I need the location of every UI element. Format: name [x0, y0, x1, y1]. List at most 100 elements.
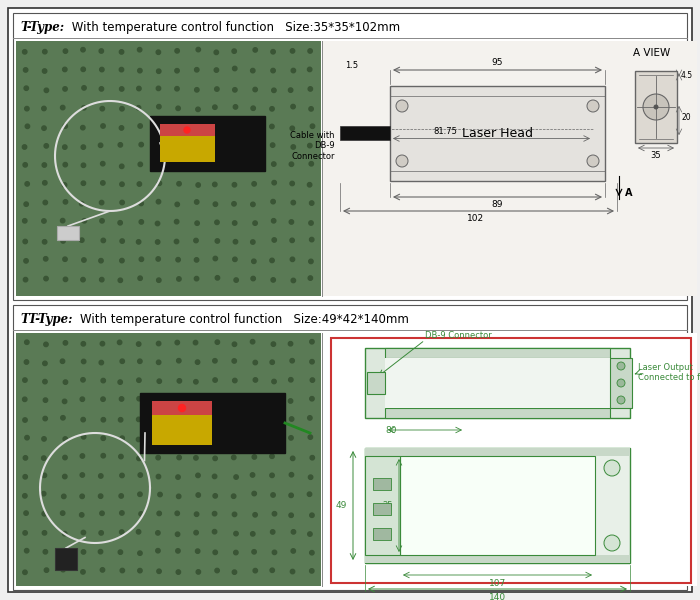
Circle shape — [308, 416, 312, 420]
Circle shape — [196, 47, 200, 52]
Circle shape — [587, 155, 599, 167]
Circle shape — [307, 143, 312, 148]
Bar — [152, 401, 212, 445]
Circle shape — [234, 397, 238, 401]
Circle shape — [215, 568, 219, 573]
Circle shape — [251, 202, 255, 206]
Circle shape — [63, 277, 68, 281]
Circle shape — [158, 143, 162, 147]
Circle shape — [232, 125, 236, 129]
Circle shape — [234, 550, 238, 555]
Circle shape — [176, 532, 180, 536]
Circle shape — [176, 162, 181, 166]
Circle shape — [42, 512, 46, 516]
Circle shape — [271, 68, 275, 73]
Text: 140: 140 — [489, 593, 506, 600]
Circle shape — [251, 532, 255, 536]
Circle shape — [81, 418, 85, 422]
Circle shape — [215, 220, 219, 224]
Circle shape — [81, 359, 86, 364]
Circle shape — [136, 106, 141, 110]
Circle shape — [288, 377, 293, 382]
Circle shape — [176, 106, 181, 110]
Circle shape — [81, 181, 85, 185]
Circle shape — [138, 359, 142, 364]
Circle shape — [101, 436, 106, 440]
Circle shape — [61, 568, 65, 572]
Circle shape — [25, 360, 29, 364]
Circle shape — [290, 257, 295, 262]
Circle shape — [120, 568, 125, 573]
Circle shape — [195, 200, 199, 204]
Circle shape — [253, 163, 257, 167]
Circle shape — [291, 200, 295, 205]
Circle shape — [25, 548, 29, 553]
Circle shape — [99, 49, 104, 53]
Circle shape — [290, 181, 295, 185]
Bar — [57, 226, 79, 240]
Circle shape — [41, 491, 46, 496]
Circle shape — [175, 86, 179, 91]
Circle shape — [176, 570, 181, 574]
Circle shape — [270, 258, 274, 263]
Text: 80: 80 — [385, 426, 396, 435]
Text: 49: 49 — [335, 501, 347, 510]
Circle shape — [23, 68, 28, 72]
Circle shape — [43, 550, 48, 554]
Circle shape — [290, 569, 295, 574]
Circle shape — [80, 125, 85, 130]
Circle shape — [195, 257, 199, 262]
Circle shape — [252, 399, 256, 403]
Circle shape — [213, 456, 217, 461]
Bar — [400, 456, 595, 555]
Circle shape — [61, 416, 65, 420]
Circle shape — [25, 106, 29, 111]
Circle shape — [62, 475, 67, 479]
Circle shape — [174, 239, 179, 244]
Bar — [160, 124, 215, 136]
Circle shape — [290, 456, 295, 461]
Circle shape — [100, 218, 104, 223]
Circle shape — [253, 361, 258, 365]
Circle shape — [234, 532, 238, 536]
Text: With temperature control function   Size:35*35*102mm: With temperature control function Size:3… — [68, 20, 400, 34]
Circle shape — [100, 341, 104, 346]
Circle shape — [136, 530, 141, 534]
Circle shape — [288, 88, 293, 92]
Circle shape — [272, 181, 276, 185]
Circle shape — [309, 340, 314, 344]
Circle shape — [101, 124, 105, 128]
Circle shape — [44, 342, 48, 347]
Circle shape — [253, 378, 258, 382]
Circle shape — [22, 397, 27, 401]
Circle shape — [253, 568, 258, 573]
Circle shape — [310, 359, 314, 364]
Circle shape — [99, 200, 104, 205]
Circle shape — [617, 362, 625, 370]
Circle shape — [175, 511, 179, 515]
Circle shape — [232, 49, 237, 53]
Circle shape — [157, 69, 161, 73]
Circle shape — [81, 550, 85, 554]
Bar — [13, 13, 687, 300]
Circle shape — [194, 144, 198, 148]
Bar — [331, 338, 691, 583]
Circle shape — [156, 475, 161, 479]
Circle shape — [120, 530, 124, 534]
Circle shape — [99, 277, 104, 282]
Circle shape — [62, 145, 67, 149]
Circle shape — [138, 276, 142, 280]
Circle shape — [307, 492, 312, 496]
Circle shape — [270, 530, 275, 534]
Circle shape — [251, 277, 256, 281]
Circle shape — [42, 437, 46, 441]
Bar — [13, 305, 687, 590]
Circle shape — [213, 359, 217, 363]
Circle shape — [24, 511, 28, 515]
Circle shape — [288, 341, 293, 346]
Bar — [365, 448, 630, 563]
Circle shape — [157, 278, 161, 283]
Circle shape — [175, 340, 179, 345]
Circle shape — [195, 221, 200, 226]
Circle shape — [136, 417, 141, 422]
